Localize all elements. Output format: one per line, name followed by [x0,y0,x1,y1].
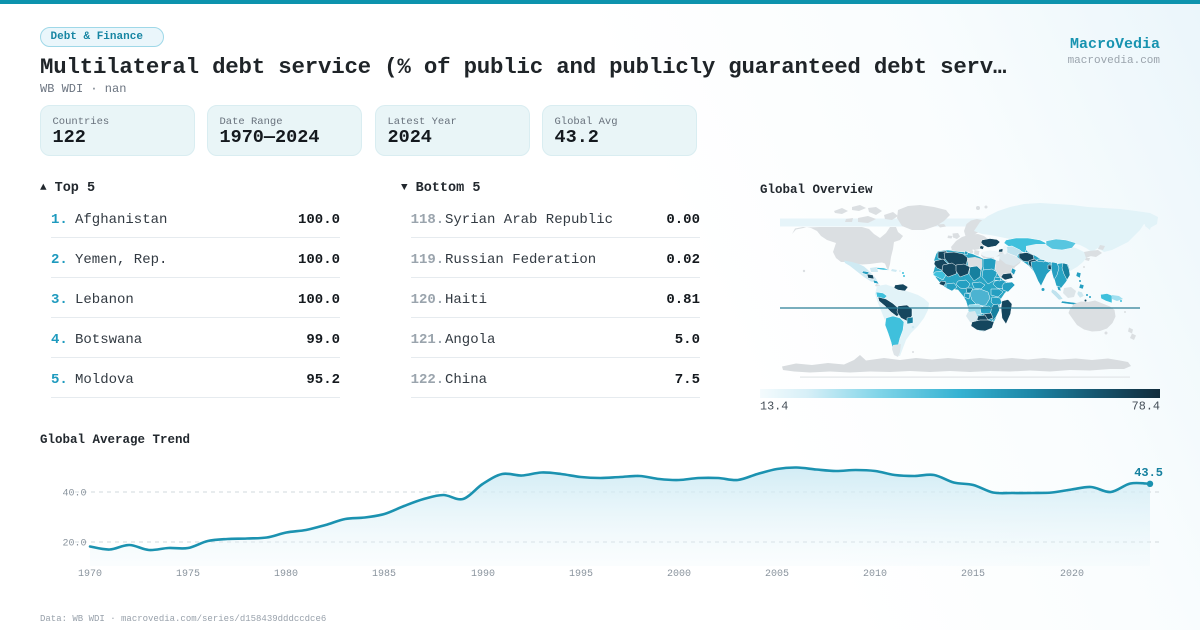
svg-text:40.0: 40.0 [62,489,86,500]
svg-text:1985: 1985 [372,569,396,580]
svg-text:43.5: 43.5 [1134,466,1163,480]
svg-text:2015: 2015 [961,569,985,580]
svg-text:20.0: 20.0 [62,539,86,550]
svg-text:1980: 1980 [274,569,298,580]
svg-text:13.4: 13.4 [760,400,788,414]
svg-text:1995: 1995 [569,569,593,580]
svg-text:2020: 2020 [1060,569,1084,580]
svg-text:2010: 2010 [863,569,887,580]
svg-text:1990: 1990 [471,569,495,580]
svg-text:2005: 2005 [765,569,789,580]
svg-text:1975: 1975 [176,569,200,580]
svg-text:2000: 2000 [667,569,691,580]
svg-text:1970: 1970 [78,569,102,580]
svg-text:78.4: 78.4 [1132,400,1160,414]
